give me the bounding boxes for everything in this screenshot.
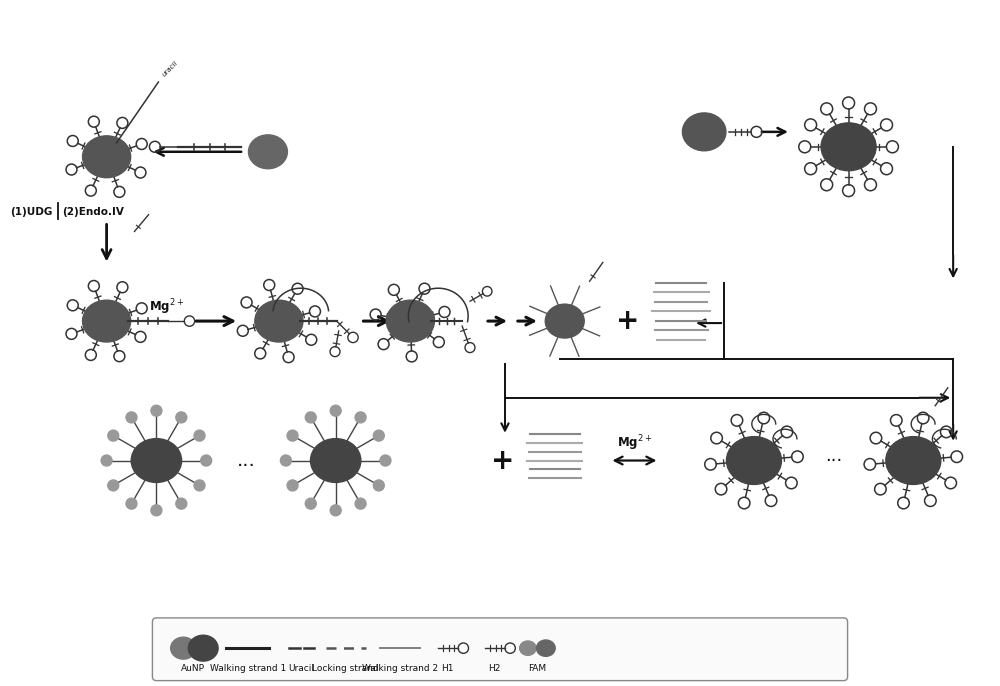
Text: H2: H2	[488, 664, 500, 673]
Text: uracil: uracil	[161, 60, 179, 78]
Text: H1: H1	[441, 664, 453, 673]
Circle shape	[373, 430, 384, 441]
Circle shape	[194, 480, 205, 491]
Circle shape	[101, 455, 112, 466]
Text: AuNP: AuNP	[181, 664, 205, 673]
Text: Walking strand 2: Walking strand 2	[362, 664, 438, 673]
Ellipse shape	[255, 300, 303, 342]
Circle shape	[330, 405, 341, 416]
Circle shape	[151, 405, 162, 416]
FancyBboxPatch shape	[152, 618, 848, 681]
Text: (2)Endo.IV: (2)Endo.IV	[62, 206, 124, 217]
Text: Uracil: Uracil	[288, 664, 314, 673]
Text: ...: ...	[237, 451, 255, 470]
Circle shape	[305, 498, 316, 509]
Ellipse shape	[248, 135, 287, 169]
Ellipse shape	[545, 304, 584, 338]
Ellipse shape	[131, 438, 182, 482]
Circle shape	[108, 430, 119, 441]
Text: Mg$^{2+}$: Mg$^{2+}$	[617, 434, 652, 453]
Ellipse shape	[83, 300, 131, 342]
Circle shape	[176, 412, 187, 423]
Circle shape	[126, 498, 137, 509]
Circle shape	[355, 498, 366, 509]
Ellipse shape	[821, 123, 876, 171]
Text: (1)UDG: (1)UDG	[10, 206, 52, 217]
Circle shape	[126, 412, 137, 423]
Ellipse shape	[310, 438, 361, 482]
Circle shape	[355, 412, 366, 423]
Ellipse shape	[386, 300, 434, 342]
Ellipse shape	[682, 113, 726, 151]
Ellipse shape	[188, 635, 218, 661]
Circle shape	[330, 505, 341, 516]
Text: Walking strand 1: Walking strand 1	[210, 664, 286, 673]
Circle shape	[201, 455, 212, 466]
Circle shape	[280, 455, 291, 466]
Ellipse shape	[536, 640, 555, 657]
Circle shape	[176, 498, 187, 509]
Text: Mg$^{2+}$: Mg$^{2+}$	[149, 297, 184, 317]
Circle shape	[108, 480, 119, 491]
Ellipse shape	[171, 637, 196, 659]
Ellipse shape	[726, 436, 781, 484]
Circle shape	[373, 480, 384, 491]
Text: +: +	[616, 307, 639, 335]
Circle shape	[287, 430, 298, 441]
Circle shape	[151, 505, 162, 516]
Ellipse shape	[83, 136, 131, 178]
Ellipse shape	[886, 436, 941, 484]
Text: FAM: FAM	[528, 664, 546, 673]
Text: +: +	[491, 447, 515, 475]
Ellipse shape	[520, 641, 536, 655]
Text: ...: ...	[825, 447, 842, 464]
Circle shape	[380, 455, 391, 466]
Circle shape	[194, 430, 205, 441]
Circle shape	[305, 412, 316, 423]
Circle shape	[287, 480, 298, 491]
Text: Locking strand: Locking strand	[312, 664, 379, 673]
